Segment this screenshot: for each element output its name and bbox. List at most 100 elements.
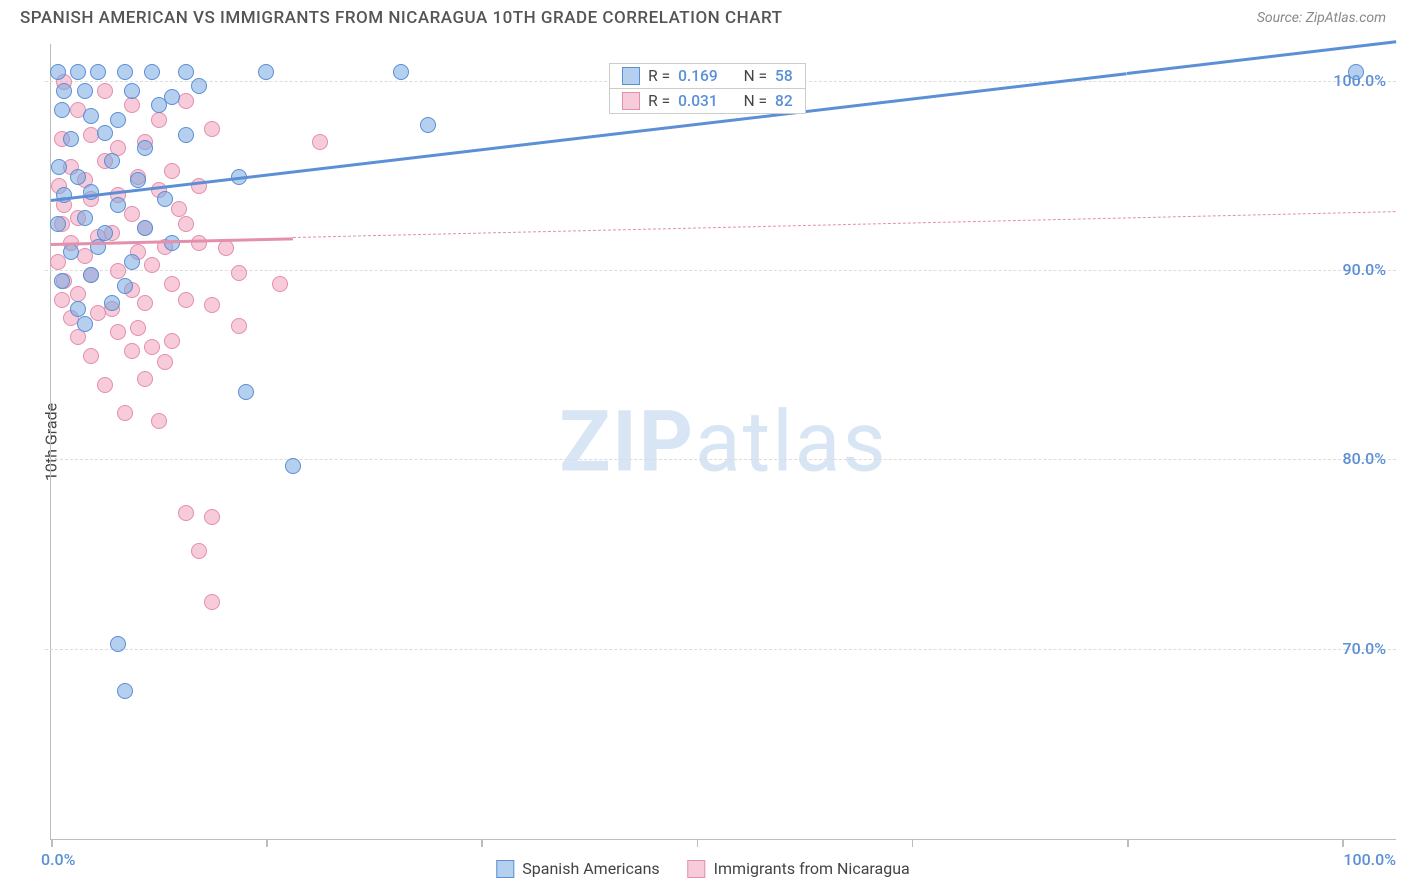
scatter-point (204, 121, 220, 137)
scatter-point (117, 683, 133, 699)
scatter-point (97, 125, 113, 141)
trend-line (293, 211, 1396, 238)
scatter-point (54, 102, 70, 118)
scatter-point (178, 127, 194, 143)
scatter-point (63, 244, 79, 260)
scatter-point (393, 64, 409, 80)
scatter-point (144, 64, 160, 80)
scatter-point (110, 324, 126, 340)
scatter-point (124, 83, 140, 99)
scatter-point (258, 64, 274, 80)
scatter-point (51, 159, 67, 175)
scatter-point (191, 543, 207, 559)
scatter-point (151, 97, 167, 113)
scatter-point (70, 64, 86, 80)
gridline (45, 649, 1396, 650)
stat-r-label: R = (648, 92, 670, 110)
y-tick-label: 80.0% (1342, 449, 1386, 468)
stats-legend: R = 0.169 N = 58 R = 0.031N = 82 (609, 63, 806, 114)
stat-n-value: 82 (775, 92, 793, 110)
scatter-point (164, 276, 180, 292)
scatter-point (137, 295, 153, 311)
scatter-point (117, 64, 133, 80)
scatter-point (178, 292, 194, 308)
scatter-point (56, 83, 72, 99)
scatter-point (104, 153, 120, 169)
scatter-point (204, 594, 220, 610)
scatter-point (110, 636, 126, 652)
scatter-point (137, 371, 153, 387)
scatter-point (157, 354, 173, 370)
plot-area: ZIPatlas 70.0%80.0%90.0%100.0%0.0%100.0%… (50, 44, 1396, 840)
legend-item: Immigrants from Nicaragua (688, 859, 910, 878)
chart-title: SPANISH AMERICAN VS IMMIGRANTS FROM NICA… (20, 8, 783, 28)
watermark: ZIPatlas (559, 392, 887, 491)
scatter-point (110, 197, 126, 213)
legend-swatch (496, 860, 514, 878)
scatter-point (83, 108, 99, 124)
scatter-point (137, 140, 153, 156)
scatter-point (70, 301, 86, 317)
scatter-point (151, 112, 167, 128)
scatter-point (1348, 64, 1364, 80)
scatter-point (124, 206, 140, 222)
scatter-point (130, 320, 146, 336)
legend-label: Immigrants from Nicaragua (714, 859, 910, 878)
scatter-point (191, 235, 207, 251)
stat-r-value: 0.169 (678, 67, 718, 85)
scatter-point (312, 134, 328, 150)
scatter-point (50, 216, 66, 232)
scatter-point (231, 318, 247, 334)
scatter-point (104, 295, 120, 311)
stat-n-label: N = (744, 92, 767, 110)
scatter-point (285, 458, 301, 474)
stats-legend-row: R = 0.169N = 58 (610, 64, 805, 89)
scatter-point (63, 131, 79, 147)
scatter-point (204, 509, 220, 525)
scatter-point (54, 273, 70, 289)
scatter-point (70, 286, 86, 302)
scatter-point (83, 348, 99, 364)
y-tick-label: 90.0% (1342, 260, 1386, 279)
scatter-point (218, 240, 234, 256)
stat-n-label: N = (744, 67, 767, 85)
scatter-point (178, 505, 194, 521)
scatter-point (90, 64, 106, 80)
scatter-point (77, 316, 93, 332)
legend-swatch (622, 92, 640, 110)
stat-n-value: 58 (775, 67, 793, 85)
scatter-point (191, 78, 207, 94)
scatter-point (178, 216, 194, 232)
x-tick (1342, 839, 1344, 847)
x-tick (912, 839, 914, 847)
scatter-point (110, 112, 126, 128)
legend-item: Spanish Americans (496, 859, 659, 878)
source-label: Source: ZipAtlas.com (1257, 10, 1386, 26)
y-tick-label: 70.0% (1342, 639, 1386, 658)
x-tick (481, 839, 483, 847)
scatter-point (124, 254, 140, 270)
scatter-point (117, 278, 133, 294)
scatter-point (157, 191, 173, 207)
gridline (45, 459, 1396, 460)
bottom-legend: Spanish Americans Immigrants from Nicarag… (496, 859, 909, 878)
scatter-point (272, 276, 288, 292)
stats-legend-row: R = 0.031N = 82 (610, 89, 805, 113)
scatter-point (164, 333, 180, 349)
scatter-point (50, 64, 66, 80)
legend-swatch (688, 860, 706, 878)
scatter-point (124, 343, 140, 359)
chart-container: 10th Grade ZIPatlas 70.0%80.0%90.0%100.0… (50, 44, 1396, 840)
scatter-point (130, 172, 146, 188)
x-tick (51, 839, 53, 847)
scatter-point (171, 201, 187, 217)
scatter-point (238, 384, 254, 400)
scatter-point (70, 169, 86, 185)
scatter-point (83, 267, 99, 283)
scatter-point (204, 297, 220, 313)
scatter-point (137, 220, 153, 236)
scatter-point (77, 83, 93, 99)
legend-label: Spanish Americans (522, 859, 659, 878)
scatter-point (178, 64, 194, 80)
x-tick-label-min: 0.0% (41, 850, 75, 869)
